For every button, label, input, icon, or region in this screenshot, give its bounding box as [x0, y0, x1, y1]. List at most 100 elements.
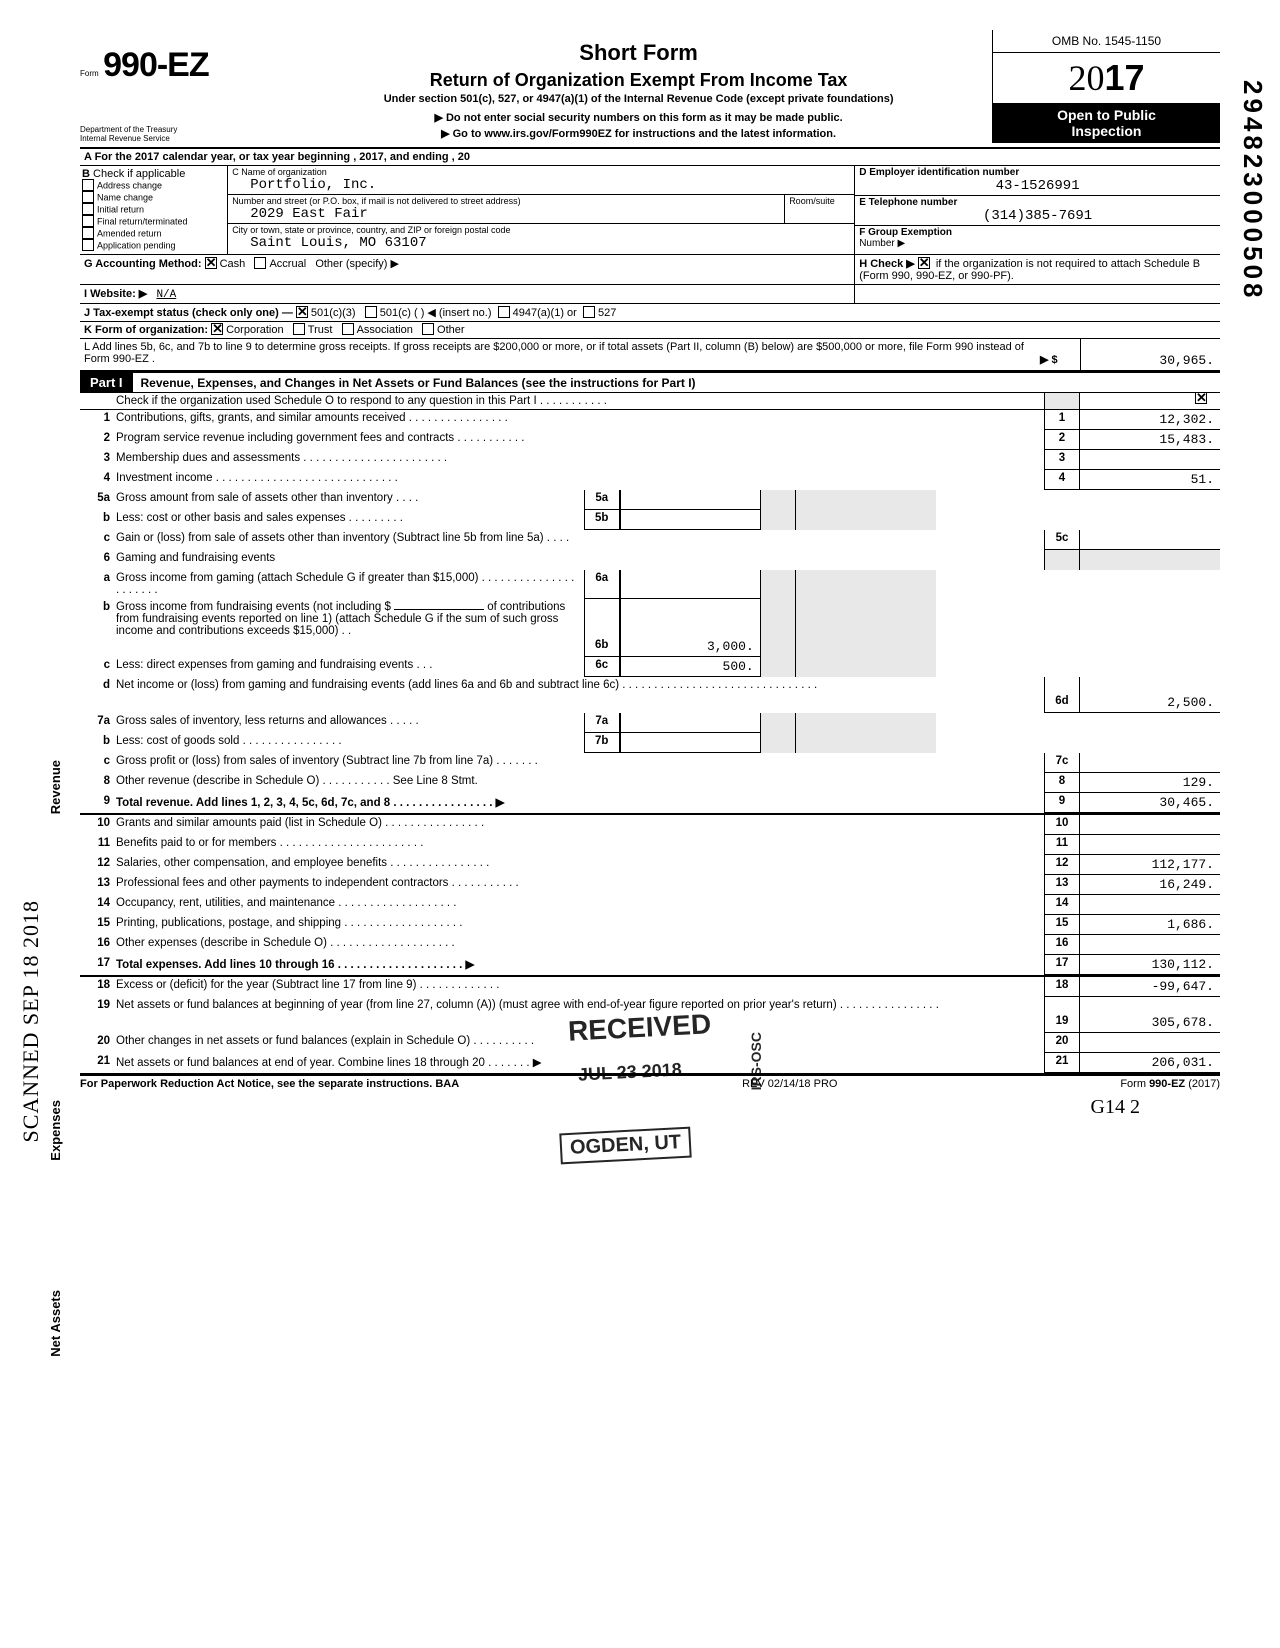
- form-page: Form 990-EZ Department of the Treasury I…: [0, 0, 1280, 1648]
- l6b-box: 6b: [584, 599, 620, 657]
- l7a-desc: Gross sales of inventory, less returns a…: [116, 713, 584, 733]
- l6c-desc: Less: direct expenses from gaming and fu…: [116, 657, 584, 677]
- l10-box: 10: [1044, 815, 1080, 835]
- part1-sched-o-check[interactable]: [1195, 392, 1207, 404]
- l21-amt: 206,031.: [1080, 1053, 1220, 1073]
- l14-amt: [1080, 895, 1220, 915]
- g-cash-check[interactable]: [205, 257, 217, 269]
- l6c-box: 6c: [584, 657, 620, 677]
- j-501c3-check[interactable]: [296, 306, 308, 318]
- l8-box: 8: [1044, 773, 1080, 793]
- line-6: 6 Gaming and fundraising events: [80, 550, 1220, 570]
- l14-desc: Occupancy, rent, utilities, and maintena…: [116, 895, 1044, 915]
- l15-desc: Printing, publications, postage, and shi…: [116, 915, 1044, 935]
- l9-box: 9: [1044, 793, 1080, 813]
- vlabel-revenue: Revenue: [48, 760, 63, 814]
- header-right: OMB No. 1545-1150 2017 Open to Public In…: [992, 30, 1220, 143]
- line-16: 16Other expenses (describe in Schedule O…: [80, 935, 1220, 955]
- j-label: J Tax-exempt status (check only one) —: [84, 307, 293, 319]
- header-left: Form 990-EZ Department of the Treasury I…: [80, 46, 285, 143]
- j-501c-check[interactable]: [365, 306, 377, 318]
- l7a-amt: [620, 713, 760, 733]
- b-opt-initial[interactable]: Initial return: [82, 204, 225, 216]
- k-other: Other: [437, 324, 465, 336]
- k-assoc-check[interactable]: [342, 323, 354, 335]
- line-17: 17Total expenses. Add lines 10 through 1…: [80, 955, 1220, 977]
- form-header: Form 990-EZ Department of the Treasury I…: [80, 30, 1220, 149]
- l-amount: 30,965.: [1080, 339, 1220, 370]
- line-12: 12Salaries, other compensation, and empl…: [80, 855, 1220, 875]
- g-accrual-check[interactable]: [254, 257, 266, 269]
- l17-amt: 130,112.: [1080, 955, 1220, 975]
- line-a-text: A For the 2017 calendar year, or tax yea…: [80, 149, 1220, 165]
- l7c-desc: Gross profit or (loss) from sales of inv…: [116, 753, 1044, 773]
- line-3: 3 Membership dues and assessments . . . …: [80, 450, 1220, 470]
- city-label: City or town, state or province, country…: [232, 225, 850, 235]
- line-18: 18Excess or (deficit) for the year (Subt…: [80, 977, 1220, 997]
- l16-box: 16: [1044, 935, 1080, 955]
- b-opt-address[interactable]: Address change: [82, 180, 225, 192]
- b-opt-final[interactable]: Final return/terminated: [82, 216, 225, 228]
- l-arrow: ▶ $: [1040, 339, 1080, 370]
- j-4947-check[interactable]: [498, 306, 510, 318]
- line-6c: c Less: direct expenses from gaming and …: [80, 657, 1220, 677]
- l8-amt: 129.: [1080, 773, 1220, 793]
- l5b-box: 5b: [584, 510, 620, 530]
- c-label: C Name of organization: [232, 167, 850, 177]
- l7c-amt: [1080, 753, 1220, 773]
- line-11: 11Benefits paid to or for members . . . …: [80, 835, 1220, 855]
- open-public: Open to Public Inspection: [992, 103, 1220, 143]
- omb-number: OMB No. 1545-1150: [992, 30, 1220, 53]
- stamp-irs-osc: IRS-OSC: [740, 1030, 772, 1092]
- l6d-box: 6d: [1044, 677, 1080, 713]
- l4-desc: Investment income . . . . . . . . . . . …: [116, 470, 1044, 490]
- l17-desc: Total expenses. Add lines 10 through 16 …: [116, 959, 474, 971]
- room-label: Room/suite: [784, 195, 854, 223]
- h-check[interactable]: [918, 257, 930, 269]
- l16-desc: Other expenses (describe in Schedule O) …: [116, 935, 1044, 955]
- form-number: 990-EZ: [103, 46, 209, 84]
- l5b-desc: Less: cost or other basis and sales expe…: [116, 510, 584, 530]
- l20-amt: [1080, 1033, 1220, 1053]
- l1-desc: Contributions, gifts, grants, and simila…: [116, 410, 1044, 430]
- l18-amt: -99,647.: [1080, 977, 1220, 997]
- g-cash: Cash: [220, 258, 246, 270]
- line-8: 8 Other revenue (describe in Schedule O)…: [80, 773, 1220, 793]
- tax-year: 2017: [992, 53, 1220, 103]
- l13-box: 13: [1044, 875, 1080, 895]
- line-i: I Website: ▶ N/A: [80, 285, 855, 303]
- l20-box: 20: [1044, 1033, 1080, 1053]
- l13-amt: 16,249.: [1080, 875, 1220, 895]
- line-6a: a Gross income from gaming (attach Sched…: [80, 570, 1220, 599]
- k-corp-check[interactable]: [211, 323, 223, 335]
- b-opt-name[interactable]: Name change: [82, 192, 225, 204]
- l19-box: 19: [1044, 997, 1080, 1033]
- line-5a: 5a Gross amount from sale of assets othe…: [80, 490, 1220, 510]
- k-trust-check[interactable]: [293, 323, 305, 335]
- part1-title: Revenue, Expenses, and Changes in Net As…: [141, 376, 696, 390]
- b-opt-pending[interactable]: Application pending: [82, 240, 225, 252]
- warn-ssn: ▶ Do not enter social security numbers o…: [285, 111, 992, 124]
- l5a-desc: Gross amount from sale of assets other t…: [116, 490, 584, 510]
- l6a-desc: Gross income from gaming (attach Schedul…: [116, 570, 584, 599]
- l12-box: 12: [1044, 855, 1080, 875]
- identity-block: B Check if applicable Address change Nam…: [80, 166, 1220, 255]
- j-527-check[interactable]: [583, 306, 595, 318]
- line-g: G Accounting Method: Cash Accrual Other …: [80, 255, 855, 284]
- line-10: 10Grants and similar amounts paid (list …: [80, 815, 1220, 835]
- l7c-box: 7c: [1044, 753, 1080, 773]
- e-label: E Telephone number: [859, 197, 1216, 208]
- block-c: C Name of organization Portfolio, Inc. N…: [228, 166, 855, 254]
- l5a-amt: [620, 490, 760, 510]
- stamp-ogden: OGDEN, UT: [559, 1127, 692, 1165]
- line-9: 9 Total revenue. Add lines 1, 2, 3, 4, 5…: [80, 793, 1220, 815]
- l6d-amt: 2,500.: [1080, 677, 1220, 713]
- line-5c: c Gain or (loss) from sale of assets oth…: [80, 530, 1220, 550]
- k-other-check[interactable]: [422, 323, 434, 335]
- l7b-desc: Less: cost of goods sold . . . . . . . .…: [116, 733, 584, 753]
- l6d-desc: Net income or (loss) from gaming and fun…: [116, 677, 1044, 713]
- b-opt-amended[interactable]: Amended return: [82, 228, 225, 240]
- line-15: 15Printing, publications, postage, and s…: [80, 915, 1220, 935]
- l12-amt: 112,177.: [1080, 855, 1220, 875]
- d-label: D Employer identification number: [859, 167, 1216, 178]
